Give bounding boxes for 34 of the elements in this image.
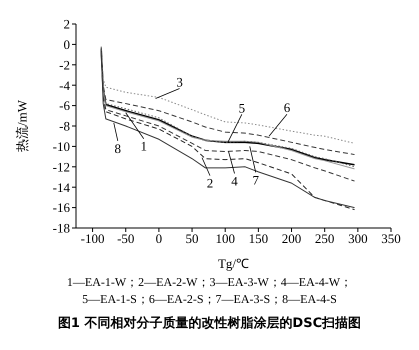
y-tick-label: -12 bbox=[52, 159, 70, 174]
annotation: 4 bbox=[231, 174, 238, 188]
y-tick-label: 2 bbox=[64, 16, 70, 32]
x-tick-label: 0 bbox=[156, 231, 162, 246]
annotation: 1 bbox=[140, 138, 147, 154]
x-tick-label: 150 bbox=[248, 231, 268, 246]
x-tick-label: 50 bbox=[186, 231, 199, 246]
annotation: 3 bbox=[176, 74, 183, 90]
y-tick-label: -10 bbox=[52, 139, 70, 154]
x-axis-title: Tg/℃ bbox=[218, 256, 250, 271]
text: 1—EA-1-W；2—EA-2-W；3—EA-3-W；4—EA-4-W； bbox=[66, 274, 354, 291]
y-tick-label: -8 bbox=[59, 118, 70, 134]
annotation: 2 bbox=[206, 176, 214, 191]
x-tick-label: 250 bbox=[314, 231, 334, 246]
x-tick-label: -50 bbox=[117, 231, 134, 246]
text: 图1 不同相对分子质量的改性树脂涂层的DSC扫描图 bbox=[56, 315, 362, 332]
x-tick-label: 100 bbox=[215, 231, 235, 246]
annotation: 8 bbox=[114, 140, 122, 156]
y-tick-label: -14 bbox=[52, 180, 70, 195]
annotation: 6 bbox=[284, 100, 291, 116]
annotation: 5 bbox=[238, 100, 246, 116]
text: 5—EA-1-S；6—EA-2-S；7—EA-3-S；8—EA-4-S bbox=[81, 291, 338, 308]
y-tick-label: -6 bbox=[59, 98, 70, 114]
annotation: 7 bbox=[252, 172, 260, 188]
y-tick-label: -4 bbox=[59, 78, 70, 93]
x-tick-label: 300 bbox=[348, 231, 368, 246]
y-tick-label: -16 bbox=[52, 200, 70, 216]
x-tick-label: -100 bbox=[80, 231, 104, 246]
y-axis-title: 热流/mW bbox=[14, 99, 30, 152]
y-tick-label: 0 bbox=[64, 37, 70, 52]
y-tick-label: -2 bbox=[59, 57, 70, 72]
x-tick-label: 350 bbox=[381, 231, 401, 246]
x-tick-label: 200 bbox=[282, 231, 302, 246]
y-tick-label: -18 bbox=[52, 220, 70, 236]
